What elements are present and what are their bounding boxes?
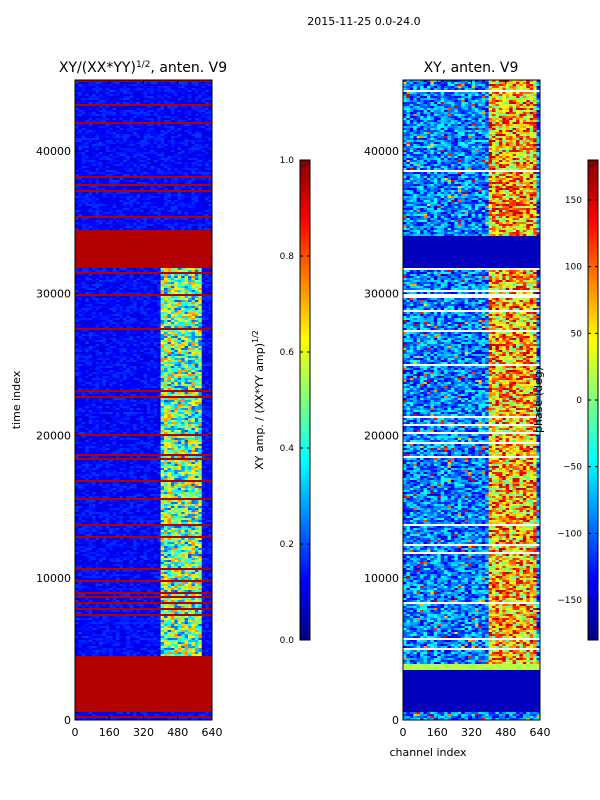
panel-1-title: XY/(XX*YY)1/2, anten. V9 (59, 60, 227, 76)
panel-1-heatmap (75, 80, 212, 720)
panel-1: XY/(XX*YY)1/2, anten. V9 0 160 320 480 64001… (10, 60, 227, 739)
figure: 2015-11-25 0.0-24.0 XY/(XX*YY)1/2, anten… (0, 0, 600, 800)
figure-title: 2015-11-25 0.0-24.0 (307, 15, 420, 28)
